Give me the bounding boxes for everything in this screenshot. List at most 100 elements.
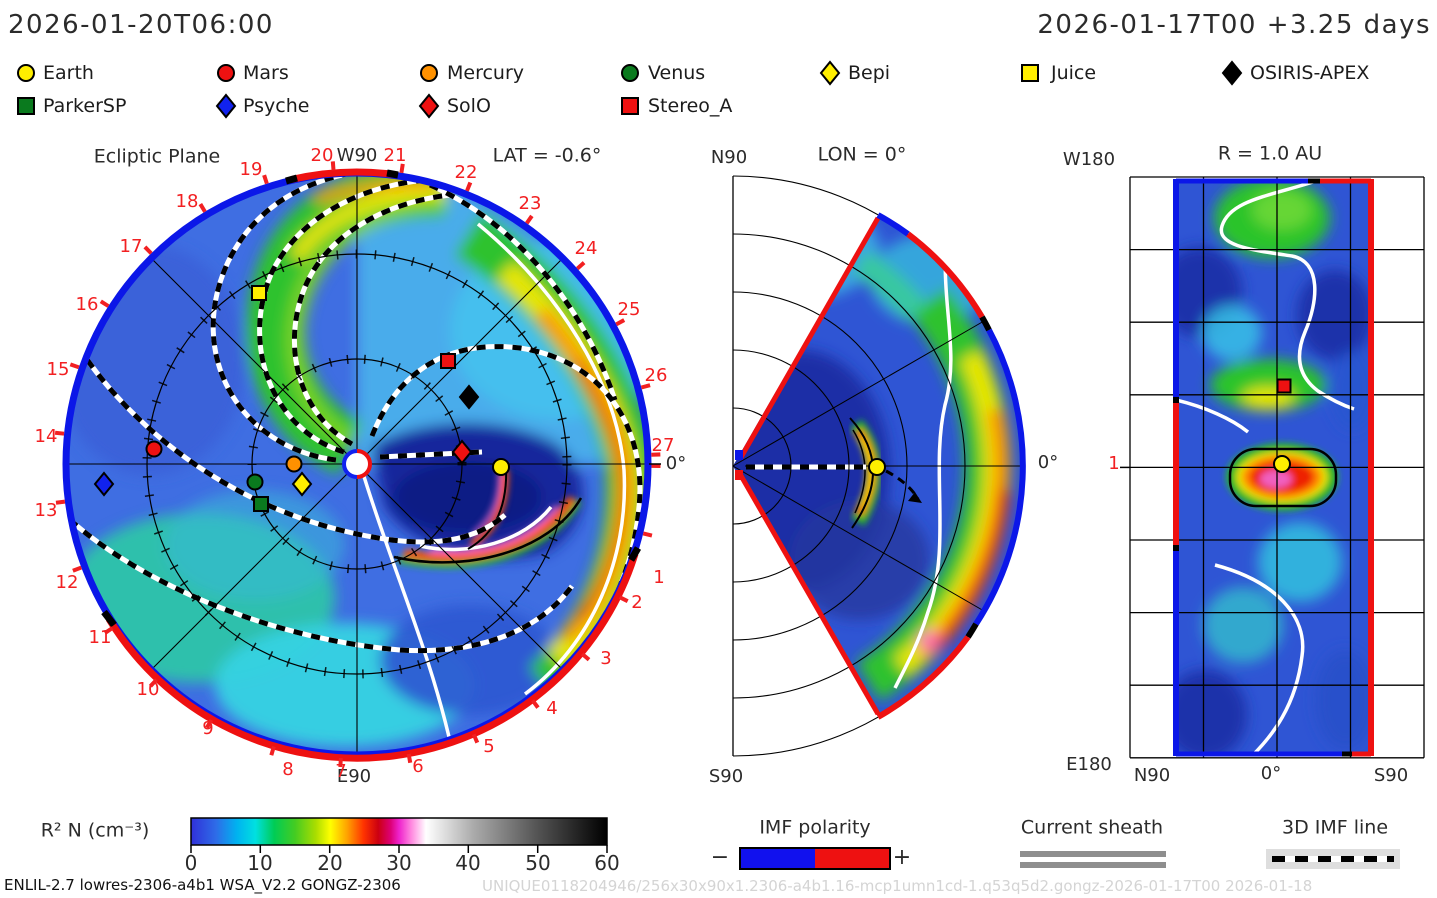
date-label-6: 6 bbox=[412, 756, 424, 777]
radial-e180-label: E180 bbox=[1066, 754, 1112, 775]
colorbar-label: R² N (cm⁻³) bbox=[40, 819, 150, 842]
meridional-color-field bbox=[733, 215, 1023, 717]
radial-s90-tick: S90 bbox=[1373, 765, 1409, 786]
parkersp-marker bbox=[253, 496, 269, 512]
date-label-13: 13 bbox=[34, 500, 58, 521]
imf-spiral-lines bbox=[67, 174, 643, 693]
date-label-22: 22 bbox=[454, 162, 478, 183]
date-label-14: 14 bbox=[34, 426, 58, 447]
current-time-label: 2026-01-20T06:00 bbox=[8, 10, 274, 40]
ecliptic-panel bbox=[53, 160, 661, 768]
legend-markers bbox=[17, 60, 1243, 119]
current-sheath-legend-swatch bbox=[1020, 851, 1166, 868]
radial-color-field bbox=[1176, 179, 1372, 756]
radial-title: R = 1.0 AU bbox=[1217, 142, 1323, 165]
venus-marker bbox=[246, 473, 264, 491]
date-label-17: 17 bbox=[119, 236, 143, 257]
date-label-24: 24 bbox=[574, 238, 598, 259]
colorbar-tick-20: 20 bbox=[317, 851, 343, 875]
imf-polarity-legend-swatch bbox=[739, 847, 891, 870]
radial-panel bbox=[1120, 176, 1425, 759]
earth-marker bbox=[492, 458, 510, 476]
colorbar-tick-30: 30 bbox=[386, 851, 412, 875]
date-label-9: 9 bbox=[202, 718, 214, 739]
date-label-5: 5 bbox=[483, 736, 495, 757]
legend-label-psyche: Psyche bbox=[243, 95, 310, 117]
radial-0deg-tick: 0° bbox=[1260, 763, 1282, 784]
ecliptic-0deg-label: 0° bbox=[665, 453, 687, 474]
date-label-3: 3 bbox=[600, 648, 612, 669]
date-label-7: 7 bbox=[335, 761, 347, 782]
date-label-16: 16 bbox=[75, 294, 99, 315]
date-label-2: 2 bbox=[631, 592, 643, 613]
date-label-25: 25 bbox=[617, 299, 641, 320]
bepi-legend-icon bbox=[819, 60, 841, 86]
mercury-legend-icon bbox=[420, 64, 438, 82]
ecliptic-w90-label: W90 bbox=[336, 145, 378, 166]
date-label-10: 10 bbox=[136, 679, 160, 700]
earth-marker-radial bbox=[1273, 455, 1291, 473]
juice-marker bbox=[251, 285, 267, 301]
date-label-11: 11 bbox=[88, 627, 112, 648]
legend-label-bepi: Bepi bbox=[848, 62, 891, 84]
radial-w180-label: W180 bbox=[1062, 149, 1116, 170]
imf-polarity-label: IMF polarity bbox=[759, 816, 871, 839]
osiris-apex-marker bbox=[458, 384, 480, 410]
legend-label-mercury: Mercury bbox=[447, 62, 525, 84]
colorbar bbox=[190, 817, 608, 853]
colorbar-tick-60: 60 bbox=[594, 851, 620, 875]
legend-label-stereo-a: Stereo_A bbox=[648, 95, 733, 117]
imf-minus-sign: − bbox=[710, 845, 730, 870]
mars-marker bbox=[145, 440, 163, 458]
sun-icon bbox=[342, 449, 372, 479]
legend-label-earth: Earth bbox=[43, 62, 94, 84]
colorbar-tick-0: 0 bbox=[184, 851, 198, 875]
start-time-label: 2026-01-17T00 +3.25 days bbox=[1037, 10, 1431, 40]
mars-legend-icon bbox=[217, 64, 235, 82]
stereo-a-legend-icon bbox=[621, 97, 639, 115]
run-id-label: UNIQUE0118204946/256x30x90x1.2306-a4b1.1… bbox=[482, 877, 1313, 895]
date-label-21: 21 bbox=[383, 145, 407, 166]
ecliptic-title: Ecliptic Plane bbox=[93, 145, 221, 168]
meridional-panel bbox=[732, 175, 1026, 757]
imf-line-legend-swatch bbox=[1266, 849, 1400, 869]
solo-marker bbox=[451, 439, 473, 465]
meridional-s90-label: S90 bbox=[708, 766, 744, 787]
cme-contour bbox=[393, 463, 583, 564]
legend-label-juice: Juice bbox=[1051, 62, 1097, 84]
earth-legend-icon bbox=[17, 64, 35, 82]
legend-label-solo: SolO bbox=[447, 95, 491, 117]
date-label-27: 27 bbox=[651, 435, 675, 456]
radial-n90-tick: N90 bbox=[1133, 765, 1171, 786]
mercury-marker bbox=[285, 455, 303, 473]
osiris-apex-legend-icon bbox=[1221, 60, 1243, 86]
parkersp-legend-icon bbox=[17, 97, 35, 115]
colorbar-tick-50: 50 bbox=[525, 851, 551, 875]
psyche-legend-icon bbox=[215, 93, 237, 119]
date-label-26: 26 bbox=[644, 365, 668, 386]
psyche-marker bbox=[93, 471, 115, 497]
date-label-15: 15 bbox=[46, 359, 70, 380]
radial-contours bbox=[1176, 179, 1355, 756]
solo-legend-icon bbox=[418, 93, 440, 119]
date-label-19: 19 bbox=[239, 159, 263, 180]
bepi-marker bbox=[291, 471, 313, 497]
colorbar-tick-40: 40 bbox=[455, 851, 481, 875]
model-version-label: ENLIL-2.7 lowres-2306-a4b1 WSA_V2.2 GONG… bbox=[4, 876, 401, 894]
date-label-8: 8 bbox=[282, 759, 294, 780]
legend-label-venus: Venus bbox=[648, 62, 706, 84]
radial-polarity-borders bbox=[1173, 178, 1374, 757]
legend-label-parkersp: ParkerSP bbox=[43, 95, 127, 117]
meridional-n90-label: N90 bbox=[710, 147, 748, 168]
cme-impact-blob bbox=[1226, 443, 1338, 511]
date-label-20: 20 bbox=[310, 145, 334, 166]
imf-line-label: 3D IMF line bbox=[1281, 816, 1389, 839]
venus-legend-icon bbox=[621, 64, 639, 82]
date-label-12: 12 bbox=[55, 572, 79, 593]
meridional-polarity-borders bbox=[735, 212, 1026, 720]
meridional-lon-label: LON = 0° bbox=[817, 143, 907, 166]
earth-marker-meridional bbox=[868, 458, 886, 476]
date-label-23: 23 bbox=[518, 193, 542, 214]
